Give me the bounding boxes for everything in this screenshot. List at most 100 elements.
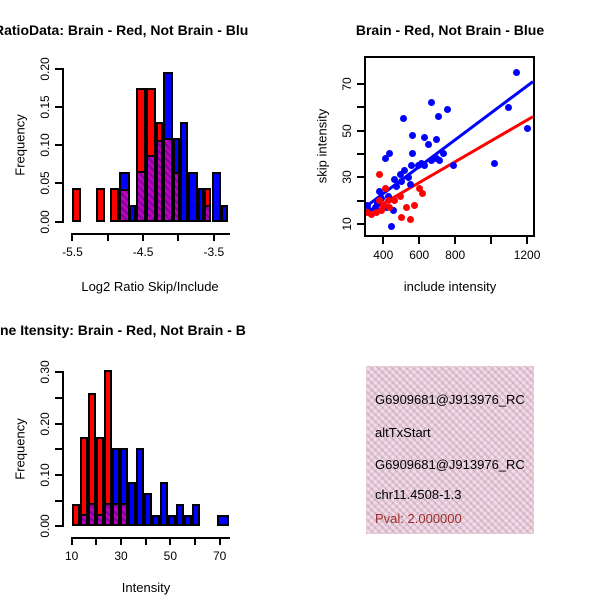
overlap-hatch-bar: [174, 172, 178, 220]
overlap-hatch-bar: [89, 502, 94, 525]
scatter-y-axis-title: skip intensity: [314, 108, 330, 184]
y-tick-label: 50: [340, 123, 354, 138]
hist-bar-blue: [152, 515, 161, 527]
panel-intensity-scatter: Brain - Red, Not Brain - Blue include in…: [300, 0, 600, 300]
hist-bar-blue: [112, 448, 121, 527]
hist-intensity-title: ne Itensity: Brain - Red, Not Brain - B: [0, 322, 246, 338]
hist-bar-red: [95, 437, 104, 527]
x-axis-tick: [418, 237, 421, 244]
hist-bar-blue: [120, 448, 129, 527]
y-axis-tick: [55, 220, 62, 223]
scatter-point-blue: [434, 113, 442, 121]
scatter-point-blue: [439, 150, 447, 158]
scatter-point-blue: [389, 206, 397, 214]
hist-bar-blue: [211, 171, 221, 222]
scatter-point-blue: [385, 192, 393, 200]
x-axis-tick: [212, 233, 215, 241]
scatter-point-blue: [491, 159, 499, 167]
x-axis-tick: [382, 237, 385, 244]
scatter-point-red: [406, 215, 414, 223]
hist-bar-red: [71, 503, 80, 527]
panel-log2ratio-histogram: RatioData: Brain - Red, Not Brain - Blu …: [0, 0, 300, 300]
info-line-locus: chr11.4508-1.3: [375, 487, 462, 502]
y-axis-tick: [55, 448, 62, 451]
overlap-hatch-bar: [147, 155, 154, 220]
x-axis-tick: [106, 233, 109, 241]
x-tick-label: 30: [114, 549, 128, 563]
x-tick-label: 800: [445, 248, 466, 262]
hist-intensity-y-axis-title: Frequency: [12, 418, 28, 480]
hist-bar-blue: [220, 205, 228, 222]
overlap-hatch-bar: [122, 503, 127, 525]
y-axis-tick: [55, 397, 62, 400]
y-tick-label: 30: [340, 170, 354, 184]
scatter-point-red: [397, 213, 405, 221]
overlap-hatch-bar: [105, 502, 110, 525]
scatter-point-blue: [396, 171, 404, 179]
x-tick-label: 10: [64, 549, 79, 563]
x-tick-label: 400: [373, 248, 394, 262]
scatter-point-red: [419, 190, 427, 198]
scatter-point-blue: [376, 187, 384, 195]
scatter-point-red: [376, 197, 384, 205]
scatter-point-blue: [421, 134, 429, 142]
overlap-hatch-bar: [138, 171, 144, 220]
y-axis-tick: [357, 82, 364, 85]
scatter-point-blue: [414, 162, 422, 170]
hist-bar-blue: [136, 448, 145, 527]
scatter-point-red: [396, 192, 404, 200]
hist-ratio-title: RatioData: Brain - Red, Not Brain - Blu: [0, 22, 249, 38]
hist-bar-blue: [160, 481, 169, 527]
hist-ratio-y-axis-title: Frequency: [12, 114, 28, 176]
hist-bar-blue: [129, 205, 137, 222]
x-axis-tick: [70, 537, 73, 545]
y-tick-label: 10: [340, 217, 354, 231]
scatter-point-red: [381, 185, 389, 193]
hist-bar-red: [136, 88, 146, 222]
scatter-point-red: [385, 197, 393, 205]
y-axis-tick: [55, 422, 62, 425]
info-line-probe-id-2: G6909681@J913976_RC: [375, 457, 525, 472]
hist-bar-blue: [184, 515, 193, 527]
overlap-hatch-bar: [114, 503, 119, 525]
y-axis-tick: [357, 129, 364, 132]
x-axis-tick: [95, 537, 98, 545]
panel-gene-intensity-histogram: ne Itensity: Brain - Red, Not Brain - B …: [0, 300, 300, 600]
hist-bar-blue: [192, 503, 201, 527]
scatter-point-red: [366, 208, 371, 216]
scatter-point-blue: [387, 222, 395, 230]
hist-bar-blue: [144, 492, 153, 527]
x-axis-tick: [169, 537, 172, 545]
hist-bar-red: [145, 88, 156, 222]
hist-bar-red: [109, 188, 120, 222]
overlap-hatch-bar: [121, 189, 128, 220]
scatter-point-blue: [407, 162, 415, 170]
hist-bar-blue: [176, 503, 185, 527]
hist-bar-blue: [168, 515, 177, 527]
x-axis-tick: [71, 233, 74, 241]
x-tick-label: 600: [409, 248, 430, 262]
x-axis-tick: [454, 237, 457, 244]
x-tick-label: 50: [163, 549, 178, 563]
x-axis-tick: [144, 537, 147, 545]
y-tick-label: 0.00: [38, 514, 52, 538]
blue-regression-line: [366, 80, 533, 208]
panel-info: G6909681@J913976_RC altTxStart G6909681@…: [300, 300, 600, 600]
hist-bar-blue: [128, 481, 137, 527]
info-line-pval: Pval: 2.000000: [375, 511, 462, 526]
scatter-point-red: [391, 197, 399, 205]
hist-bar-blue: [197, 188, 204, 222]
y-axis-tick: [55, 182, 62, 185]
hist-bar-red: [79, 437, 88, 527]
overlap-hatch-bar: [205, 205, 210, 220]
y-tick-label: 70: [340, 77, 354, 91]
y-axis-tick: [55, 67, 62, 70]
y-axis-tick: [55, 105, 62, 108]
x-tick-label: -5.5: [62, 245, 83, 259]
scatter-point-blue: [428, 157, 436, 165]
scatter-point-blue: [436, 157, 444, 165]
y-axis-tick: [357, 223, 364, 226]
scatter-point-blue: [512, 68, 520, 76]
y-axis-tick: [55, 144, 62, 147]
